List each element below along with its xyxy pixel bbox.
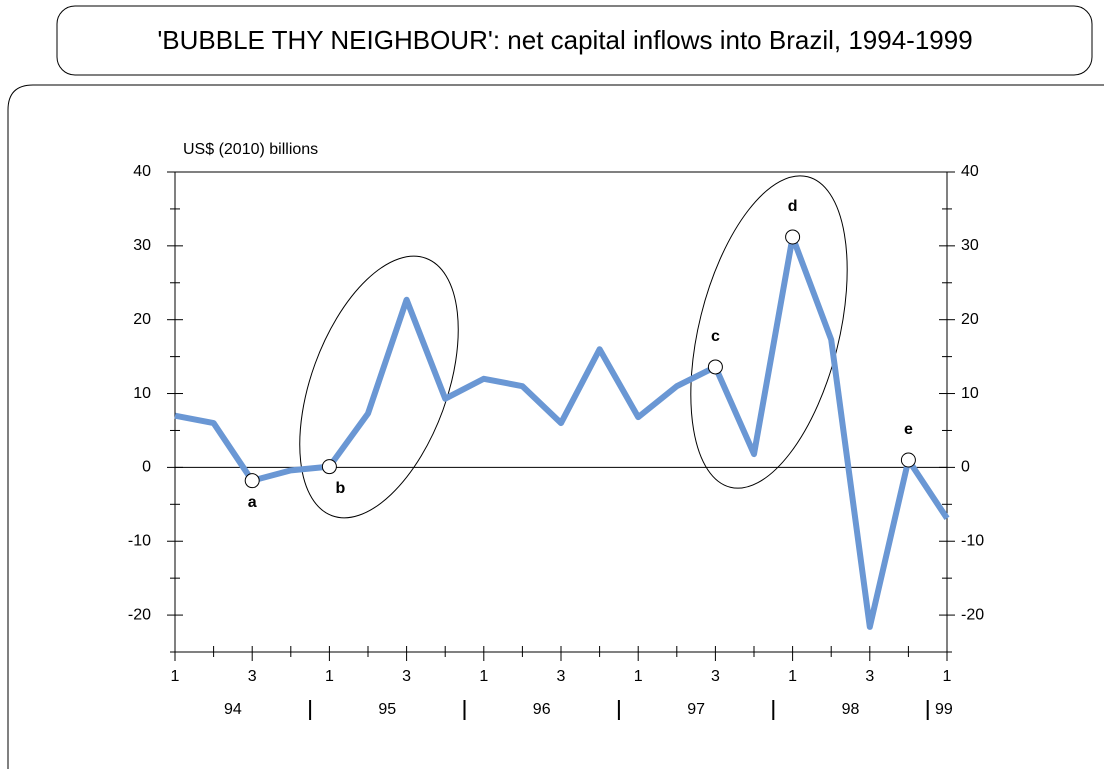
- panel: [7, 84, 1104, 769]
- year-label: 99: [935, 701, 953, 718]
- y-tick-label: 0: [142, 459, 151, 476]
- highlight-ellipse: [299, 255, 459, 519]
- point-label: e: [904, 421, 913, 438]
- y-tick-label: -10: [128, 532, 151, 549]
- year-label: 98: [842, 701, 860, 718]
- x-tick-label: 1: [943, 668, 952, 685]
- y-tick-label: -20: [128, 606, 151, 623]
- x-tick-label: 1: [325, 668, 334, 685]
- point-marker: [321, 459, 337, 475]
- point-marker: [785, 229, 801, 245]
- y-tick-label: 40: [133, 163, 151, 180]
- title-box: [56, 5, 1093, 76]
- y-tick-label: 10: [133, 385, 151, 402]
- x-tick-label: 3: [557, 668, 566, 685]
- x-tick-label: 1: [788, 668, 797, 685]
- y2-tick-label: 0: [961, 459, 970, 476]
- year-label: 94: [224, 701, 242, 718]
- x-tick-label: 1: [479, 668, 488, 685]
- x-tick-label: 3: [711, 668, 720, 685]
- point-label: b: [336, 480, 346, 497]
- point-label: a: [248, 494, 257, 511]
- year-label: 95: [378, 701, 396, 718]
- y-tick-label: 30: [133, 237, 151, 254]
- y-tick-label: 20: [133, 311, 151, 328]
- plot-frame: [174, 171, 948, 653]
- highlight-ellipse: [690, 175, 848, 489]
- point-label: c: [711, 328, 720, 345]
- y2-tick-label: 40: [961, 163, 979, 180]
- x-tick-label: 3: [402, 668, 411, 685]
- point-label: d: [788, 198, 798, 215]
- y-axis-label: US$ (2010) billions: [183, 141, 318, 158]
- x-tick-label: 1: [171, 668, 180, 685]
- x-tick-label: 1: [634, 668, 643, 685]
- point-marker: [707, 359, 723, 375]
- x-tick-label: 3: [248, 668, 257, 685]
- year-label: 96: [533, 701, 551, 718]
- y2-tick-label: -10: [961, 532, 984, 549]
- point-marker: [900, 452, 916, 468]
- y2-tick-label: 10: [961, 385, 979, 402]
- chart-title: 'BUBBLE THY NEIGHBOUR': net capital infl…: [157, 25, 972, 55]
- y2-tick-label: 20: [961, 311, 979, 328]
- point-marker: [244, 473, 260, 489]
- y2-tick-label: -20: [961, 606, 984, 623]
- year-label: 97: [687, 701, 705, 718]
- data-line: [174, 233, 950, 630]
- y2-tick-label: 30: [961, 237, 979, 254]
- x-tick-label: 3: [865, 668, 874, 685]
